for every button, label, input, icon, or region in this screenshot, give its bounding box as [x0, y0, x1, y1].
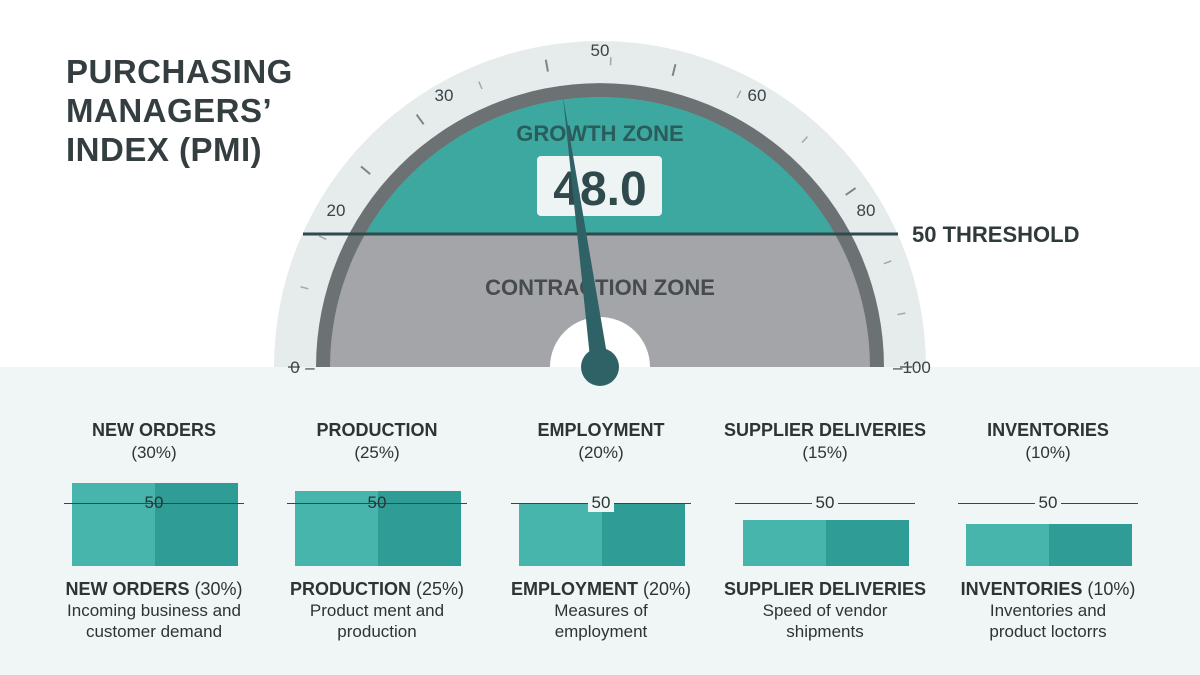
gauge-minor-tick-2 — [478, 81, 483, 90]
gauge-tick-dash-0: – — [305, 358, 315, 377]
reference-label-text: 50 — [367, 493, 387, 513]
gauge-minor-tick-1 — [318, 235, 327, 241]
gauge-tick-label-60: 60 — [748, 86, 767, 105]
gauge-tick-label-100: –100 — [893, 358, 931, 377]
page-title: PURCHASING MANAGERS’ INDEX (PMI) — [66, 52, 326, 169]
reference-label: 50 — [713, 493, 937, 513]
component-heading: NEW ORDERS — [91, 420, 216, 440]
gauge-minor-tick-0 — [300, 286, 309, 290]
component-footer-weight: (20%) — [638, 579, 692, 599]
bar-zone: 50 — [42, 470, 266, 566]
bar-zone: 50 — [936, 470, 1160, 566]
component-heading: EMPLOYMENT — [537, 420, 665, 440]
component-heading: SUPPLIER DELIVERIES — [723, 420, 927, 440]
component-description-line-2: production — [337, 622, 417, 641]
component-4: INVENTORIES (10%) 50 INVENTORIES (10%) Inven… — [936, 418, 1160, 642]
reference-label-text: 50 — [1034, 493, 1062, 513]
gauge-tick-5 — [845, 187, 857, 196]
component-footer-name: SUPPLIER DELIVERIES — [723, 579, 927, 599]
gauge-minor-tick-7 — [897, 312, 906, 316]
component-bar — [519, 503, 685, 566]
component-description-line-1: Speed of vendor — [762, 601, 888, 620]
gauge-tick-2 — [415, 113, 425, 125]
value-box — [537, 156, 662, 216]
component-description-line-2: product loctorrs — [989, 622, 1107, 641]
title-line-1: PURCHASING — [66, 53, 293, 90]
contraction-zone-label: CONTRACTION ZONE — [485, 275, 715, 300]
gauge-tick-4 — [671, 64, 677, 77]
needle-hub — [581, 348, 619, 386]
bar-zone: 50 — [265, 470, 489, 566]
component-footer: PRODUCTION (25%) — [265, 578, 489, 600]
component-footer-weight: (10%) — [1082, 579, 1136, 599]
gauge-minor-tick-5 — [801, 136, 808, 144]
gauge-needle — [563, 97, 609, 369]
component-footer: INVENTORIES (10%) — [936, 578, 1160, 600]
reference-label-text: 50 — [811, 493, 839, 513]
reference-label: 50 — [265, 493, 489, 513]
gauge-tick-1 — [360, 165, 371, 175]
gauge-tick-label-0: 0 — [290, 358, 299, 377]
reference-label-text: 50 — [144, 493, 164, 513]
component-footer-weight: (30%) — [189, 579, 243, 599]
component-description-line-2: employment — [554, 622, 648, 641]
component-description-line-1: Incoming business and — [67, 601, 241, 620]
component-bar — [72, 482, 238, 566]
reference-line — [287, 503, 467, 505]
component-description-line-1: Measures of — [554, 601, 648, 620]
component-3: SUPPLIER DELIVERIES (15%) 50 SUPPLIER DELIV… — [713, 418, 937, 642]
component-0: NEW ORDERS (30%) 50 NEW ORDERS (30%) Incomin… — [42, 418, 266, 642]
component-heading: PRODUCTION — [316, 420, 438, 440]
component-1: PRODUCTION (25%) 50 PRODUCTION (25%) Product… — [265, 418, 489, 642]
component-weight: (15%) — [802, 443, 848, 462]
bar-zone: 50 — [489, 470, 713, 566]
title-line-3: INDEX (PMI) — [66, 131, 263, 168]
component-footer-weight: (25%) — [410, 579, 464, 599]
component-weight: (25%) — [354, 443, 400, 462]
reference-label: 50 — [489, 493, 713, 513]
bar-zone: 50 — [713, 470, 937, 566]
gauge-tick-label-30: 30 — [435, 86, 454, 105]
component-footer-name: INVENTORIES — [960, 579, 1083, 599]
gauge-tick-label-50: 50 — [591, 41, 610, 60]
component-footer-name: EMPLOYMENT — [510, 579, 638, 599]
gauge-minor-tick-4 — [736, 90, 742, 99]
component-bar — [966, 524, 1132, 566]
component-bar — [743, 520, 909, 566]
component-weight: (10%) — [1025, 443, 1071, 462]
growth-zone-label: GROWTH ZONE — [516, 121, 683, 146]
component-footer: SUPPLIER DELIVERIES — [713, 578, 937, 600]
component-description-line-1: Product ment and — [309, 601, 445, 620]
component-heading: INVENTORIES — [987, 420, 1109, 440]
gauge-tick-3 — [544, 59, 549, 72]
component-footer: NEW ORDERS (30%) — [42, 578, 266, 600]
component-2: EMPLOYMENT (20%) 50 EMPLOYMENT (20%) Measure… — [489, 418, 713, 642]
gauge-minor-tick-6 — [883, 260, 892, 265]
component-description-line-2: customer demand — [85, 622, 223, 641]
reference-line — [64, 503, 244, 505]
reference-label: 50 — [42, 493, 266, 513]
threshold-label: 50 THRESHOLD — [912, 222, 1079, 247]
component-description-line-2: shipments — [786, 622, 864, 641]
component-weight: (30%) — [131, 443, 177, 462]
component-footer-name: NEW ORDERS — [65, 579, 190, 599]
reference-label: 50 — [936, 493, 1160, 513]
component-footer: EMPLOYMENT (20%) — [489, 578, 713, 600]
gauge-tick-label-20: 20 — [327, 201, 346, 220]
component-description-line-1: Inventories and — [989, 601, 1107, 620]
gauge-tick-label-80: 80 — [857, 201, 876, 220]
component-footer-name: PRODUCTION — [289, 579, 411, 599]
reference-label-text: 50 — [587, 493, 615, 513]
title-line-2: MANAGERS’ — [66, 92, 273, 129]
pmi-value: 48.0 — [553, 163, 646, 216]
component-weight: (20%) — [578, 443, 624, 462]
